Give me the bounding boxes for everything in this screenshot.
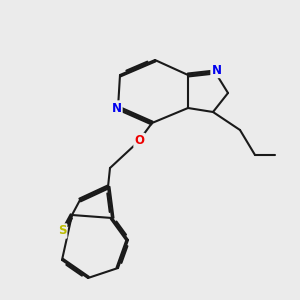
Text: N: N — [212, 64, 221, 77]
Text: S: S — [58, 224, 66, 238]
Text: O: O — [134, 134, 145, 147]
Text: N: N — [112, 101, 122, 115]
